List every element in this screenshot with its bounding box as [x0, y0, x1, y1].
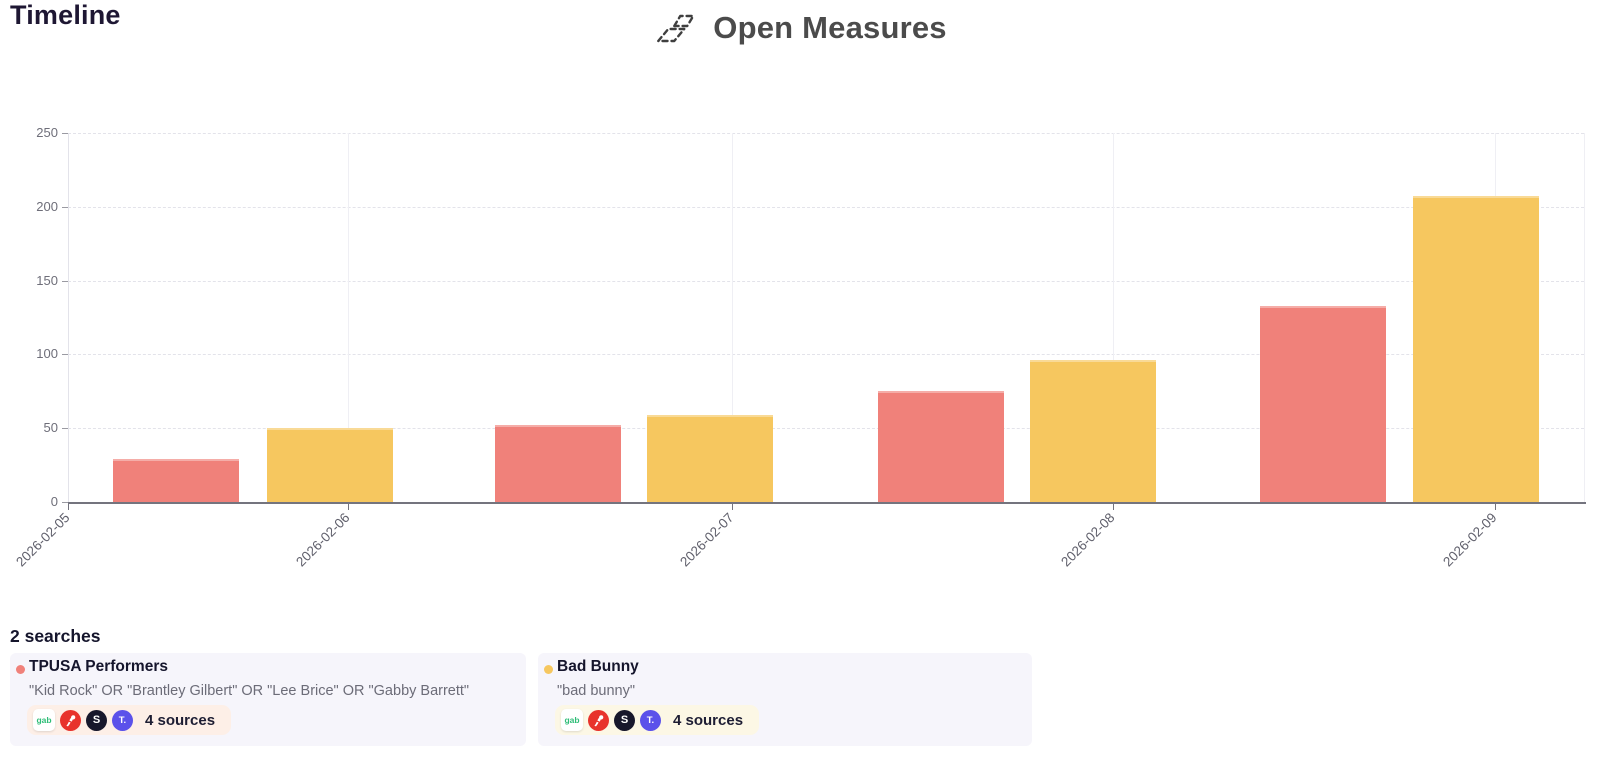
bar-bad-bunny-2026-02-08[interactable]: [1413, 196, 1539, 502]
truth-social-icon: T.: [112, 709, 133, 731]
bar-bad-bunny-2026-02-05[interactable]: [267, 428, 393, 502]
bar-tpusa-performers-2026-02-06[interactable]: [495, 425, 621, 502]
x-axis-tick-label: 2026-02-06: [293, 510, 353, 570]
page-title: Timeline: [10, 0, 121, 30]
gettr-icon: [588, 709, 609, 731]
truth-social-icon: T.: [640, 709, 661, 731]
gettr-icon: [60, 709, 81, 731]
search-name: Bad Bunny: [557, 658, 639, 675]
y-grid-line: [68, 133, 1584, 134]
y-grid-line: [68, 280, 1584, 282]
y-axis-tick: [62, 428, 68, 430]
series-color-dot: [16, 665, 25, 674]
y-grid-line: [68, 354, 1584, 356]
gab-icon: gab: [561, 709, 583, 731]
sources-pill: gab S T. 4 sources: [27, 705, 232, 735]
sources-count: 4 sources: [673, 711, 744, 729]
y-grid-line: [68, 206, 1584, 208]
x-axis-tick: [68, 503, 69, 510]
y-axis-tick: [62, 133, 68, 134]
series-color-dot: [544, 665, 553, 674]
y-axis-tick-label: 250: [36, 125, 58, 140]
y-axis-tick-label: 150: [36, 272, 58, 288]
scored-icon: S: [614, 709, 635, 731]
y-grid-line: [68, 428, 1584, 430]
bar-tpusa-performers-2026-02-07[interactable]: [878, 391, 1004, 502]
x-axis-tick: [732, 503, 733, 510]
sources-pill: gab S T. 4 sources: [555, 705, 760, 735]
y-axis-tick-label: 50: [43, 420, 58, 436]
x-axis-tick-label: 2026-02-08: [1058, 510, 1118, 570]
y-axis-tick-label: 0: [50, 494, 58, 509]
x-grid-line: [348, 133, 349, 502]
y-axis-tick-label: 100: [36, 346, 58, 362]
search-card-tpusa-performers[interactable]: TPUSA Performers "Kid Rock" OR "Brantley…: [10, 653, 526, 746]
y-axis-tick: [62, 206, 68, 208]
scored-icon: S: [86, 709, 107, 731]
y-axis-tick-label: 200: [36, 198, 58, 214]
search-name: TPUSA Performers: [29, 658, 168, 675]
bar-tpusa-performers-2026-02-08[interactable]: [1260, 305, 1386, 502]
x-axis-line: [68, 502, 1586, 504]
y-axis-line: [68, 133, 69, 502]
x-grid-line: [732, 133, 733, 502]
y-axis-tick: [62, 502, 68, 503]
x-axis-tick: [348, 503, 349, 510]
brand: Open Measures: [653, 8, 947, 48]
search-query: "bad bunny": [557, 683, 636, 699]
x-grid-line: [1113, 133, 1114, 502]
y-axis-tick: [62, 354, 68, 356]
bar-bad-bunny-2026-02-07[interactable]: [1030, 360, 1156, 502]
bar-bad-bunny-2026-02-06[interactable]: [647, 414, 773, 502]
sources-count: 4 sources: [145, 711, 216, 729]
bar-tpusa-performers-2026-02-05[interactable]: [113, 459, 239, 502]
open-measures-logo-icon: [657, 14, 695, 43]
search-query: "Kid Rock" OR "Brantley Gilbert" OR "Lee…: [29, 683, 470, 699]
x-axis-tick-label: 2026-02-09: [1440, 510, 1500, 570]
timeline-chart: 0 50 100 150 200 250 2026-02-05 2026-02-06 2026-…: [13, 125, 1586, 570]
searches-heading: 2 searches: [10, 626, 101, 646]
x-axis-tick-label: 2026-02-05: [13, 510, 73, 570]
gab-icon: gab: [33, 709, 55, 731]
x-axis-tick-label: 2026-02-07: [677, 510, 737, 570]
y-axis-tick: [62, 280, 68, 282]
x-axis-tick: [1495, 503, 1496, 510]
x-axis-tick: [1113, 503, 1114, 510]
search-card-bad-bunny[interactable]: Bad Bunny "bad bunny" gab S T. 4 sources: [538, 653, 1032, 746]
plot-right-border: [1584, 133, 1585, 502]
brand-name: Open Measures: [713, 10, 947, 45]
